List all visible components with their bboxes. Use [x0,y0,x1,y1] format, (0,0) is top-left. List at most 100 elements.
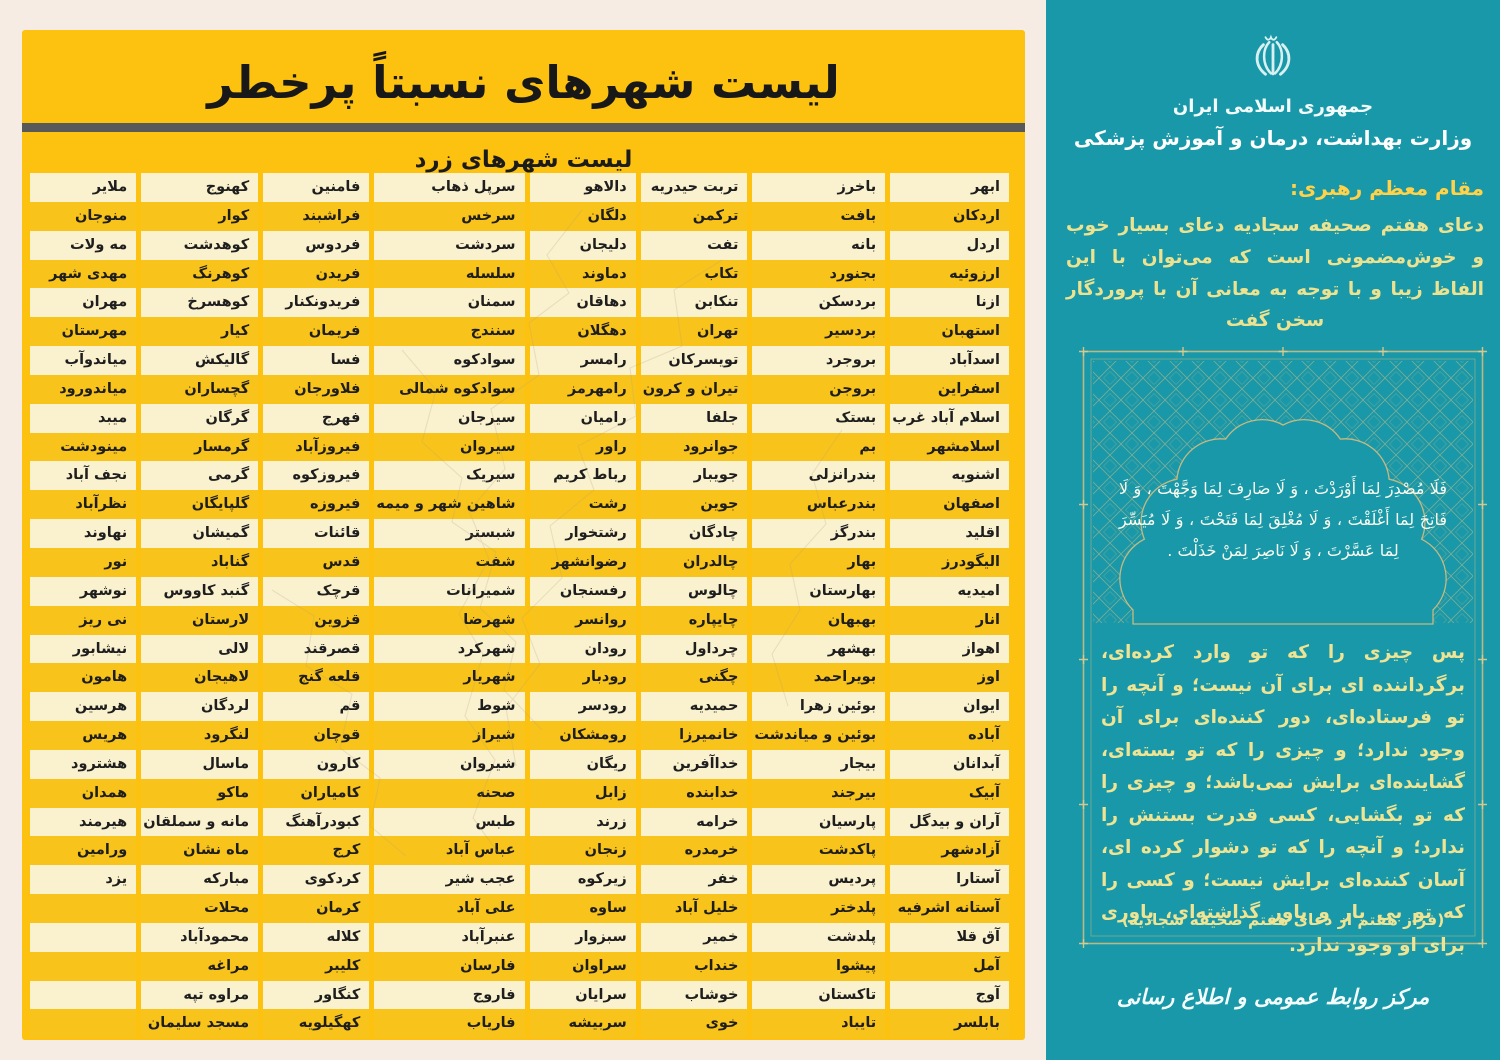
city-cell: فراشبند [263,201,370,231]
city-cell: بستک [752,403,886,433]
city-cell: عباس آباد [374,836,525,866]
city-cell: مهران [30,288,137,318]
city-cell: کهنوج [141,173,259,202]
city-cell: محلات [141,894,259,923]
city-cell: هریس [30,721,137,750]
city-cell: ماسال [141,749,259,779]
city-cell: گناباد [141,547,259,577]
city-cell: گرمی [141,461,259,491]
city-cell: جوین [640,490,748,520]
city-cell: نهاوند [30,519,137,548]
yellow-cities-table: ابهر اردکان اردل ارزوئیه ازنا استهبان اسدآباد ا… [30,173,1009,1039]
city-cell: چرداول [640,634,748,664]
city-cell: فاریاب [374,1009,525,1039]
city-cell: فارسان [374,951,525,981]
city-cell: خرامه [640,807,748,837]
city-cell: سرپل ذهاب [374,173,525,202]
city-column: دالاهو دلگان دلیجان دماوند دهاقان دهگلان رامسر… [529,173,636,1039]
city-cell: سربیشه [529,1009,636,1039]
city-cell: تاکستان [752,980,886,1010]
city-cell: فسا [263,346,370,375]
city-cell: اسلامشهر [890,432,1009,462]
city-cell: قرچک [263,576,370,606]
city-cell: کوهسرخ [141,288,259,318]
city-cell: قدس [263,547,370,577]
city-cell: قائنات [263,519,370,548]
city-cell: خانمیرزا [640,721,748,750]
city-cell: میبد [30,403,137,433]
city-cell [30,922,137,952]
city-cell: فریدونکنار [263,288,370,318]
city-cell: چالدران [640,547,748,577]
city-cell: کلیبر [263,951,370,981]
city-cell: خلیل آباد [640,894,748,923]
city-cell: کبودرآهنگ [263,807,370,837]
city-cell: ارزوئیه [890,259,1009,289]
city-cell: دلیجان [529,230,636,260]
city-cell: علی آباد [374,894,525,923]
city-cell: اردل [890,230,1009,260]
city-cell: کوار [141,201,259,231]
city-cell: پیشوا [752,951,886,981]
city-cell: ورامین [30,836,137,866]
city-cell: دهاقان [529,288,636,318]
city-cell: نوشهر [30,576,137,606]
city-cell: اشنویه [890,461,1009,491]
city-cell: باخرز [752,173,886,202]
city-cell: بندرگز [752,519,886,548]
city-cell: تنکابن [640,288,748,318]
city-cell: اسدآباد [890,346,1009,375]
city-cell: آستارا [890,865,1009,895]
city-cell: آوج [890,980,1009,1010]
city-cell: خمیر [640,922,748,952]
city-cell: ازنا [890,288,1009,318]
city-cell: آزادشهر [890,836,1009,866]
city-cell: کرج [263,836,370,866]
city-cell: طبس [374,807,525,837]
city-cell: فهرج [263,403,370,433]
city-cell: جوانرود [640,432,748,462]
city-cell: نیشابور [30,634,137,664]
city-cell: دلگان [529,201,636,231]
city-cell: لردگان [141,692,259,722]
city-cell: بردسیر [752,317,886,347]
city-cell: کیار [141,317,259,347]
city-cell: بوئین زهرا [752,692,886,722]
city-cell: بهار [752,547,886,577]
city-cell: رامیان [529,403,636,433]
city-cell: کرمان [263,894,370,923]
city-cell: قوچان [263,721,370,750]
city-cell [30,894,137,923]
city-cell [30,951,137,981]
city-cell: سبزوار [529,922,636,952]
city-cell: اسلام آباد غرب [890,403,1009,433]
title-divider [22,123,1025,132]
city-cell: پلدختر [752,894,886,923]
city-cell: بیجار [752,749,886,779]
city-cell: خفر [640,865,748,895]
page-subtitle: لیست شهرهای زرد [414,147,633,173]
city-cell: پلدشت [752,922,886,952]
city-cell: سراوان [529,951,636,981]
city-cell: خرمدره [640,836,748,866]
city-cell: پاکدشت [752,836,886,866]
city-cell: نی ریز [30,605,137,635]
city-cell: آمل [890,951,1009,981]
city-cell: اهواز [890,634,1009,664]
city-cell: مانه و سملقان [141,807,259,837]
city-cell: پردیس [752,865,886,895]
city-cell: خدابنده [640,778,748,808]
frame-ornament [1079,347,1487,948]
city-cell: عجب شیر [374,865,525,895]
city-cell: گرمسار [141,432,259,462]
ministry-name: وزارت بهداشت، درمان و آموزش پزشکی [1073,126,1473,150]
city-cell: فاروج [374,980,525,1010]
city-cell [30,980,137,1010]
city-cell: ماکو [141,778,259,808]
city-cell: رامهرمز [529,374,636,404]
government-name: جمهوری اسلامی ایران [1172,96,1374,117]
city-cell: فریدن [263,259,370,289]
city-cell: شفت [374,547,525,577]
city-cell: تکاب [640,259,748,289]
city-cell: دهگلان [529,317,636,347]
